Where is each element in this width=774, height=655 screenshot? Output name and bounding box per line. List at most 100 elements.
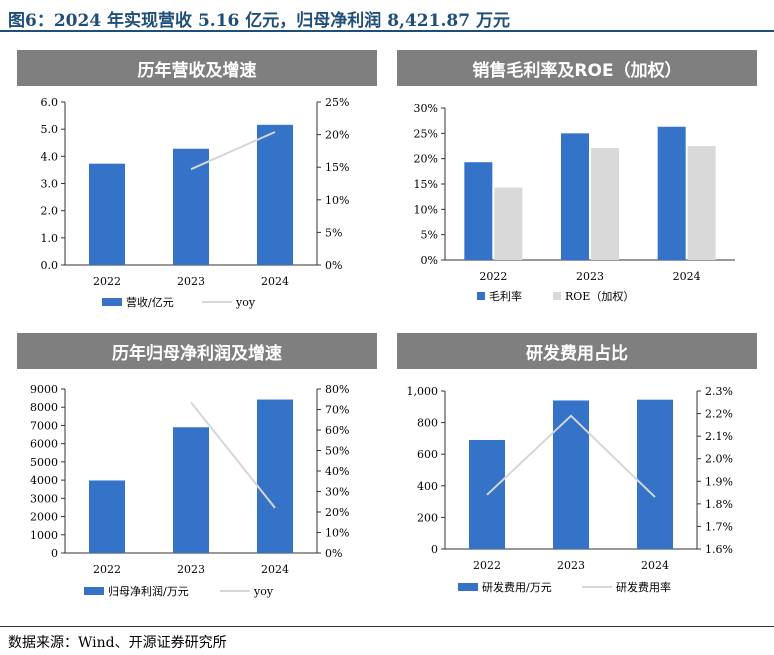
right-tick-label: 30% bbox=[325, 486, 349, 499]
left-tick-label: 8000 bbox=[30, 401, 58, 414]
left-tick-label: 1.0 bbox=[41, 232, 59, 245]
x-tick-label: 2023 bbox=[576, 270, 604, 283]
rnd-chart: 0 200 400 600 800 1,000 1.6% 1.7% 1.8% 1.9% 2.0% 2.… bbox=[407, 385, 733, 594]
figure-title: 图6：2024 年实现营收 5.16 亿元，归母净利润 8,421.87 万元 bbox=[8, 11, 510, 31]
legend-label: 研发费用率 bbox=[616, 580, 671, 594]
left-tick-label: 20% bbox=[414, 153, 438, 166]
right-tick-label: 80% bbox=[325, 383, 349, 396]
bar-margin-毛利率 bbox=[657, 126, 686, 260]
rnd-chart-panel: 研发费用占比 0 200 400 600 800 1,000 1.6% 1.7% 1.8% 1.9… bbox=[397, 333, 757, 623]
x-tick-label: 2023 bbox=[177, 563, 205, 576]
x-tick-label: 2023 bbox=[177, 275, 205, 288]
right-tick-label: 1.7% bbox=[705, 520, 733, 533]
revenue-chart: 0.0 1.0 2.0 3.0 4.0 5.0 6.0 0% 5% 10% 15% 20% 25% 202… bbox=[41, 96, 350, 309]
footer-rule bbox=[0, 626, 774, 627]
legend-swatch bbox=[553, 292, 561, 300]
legend-swatch bbox=[458, 583, 478, 591]
left-tick-label: 4000 bbox=[30, 474, 58, 487]
left-tick-label: 3000 bbox=[30, 492, 58, 505]
bar-revenue-营收/亿元 bbox=[173, 148, 209, 265]
right-tick-label: 10% bbox=[325, 194, 349, 207]
revenue-chart-panel: 历年营收及增速 0.0 1.0 2.0 3.0 4.0 5.0 6.0 0% 5% 10% 15% 2… bbox=[17, 50, 377, 320]
right-tick-label: 1.8% bbox=[705, 498, 733, 511]
legend-label: 毛利率 bbox=[489, 289, 522, 303]
bar-margin-ROE（加权） bbox=[591, 148, 619, 260]
x-tick-label: 2024 bbox=[641, 559, 669, 572]
left-tick-label: 3.0 bbox=[41, 178, 59, 191]
left-tick-label: 5000 bbox=[30, 456, 58, 469]
revenue-chart-title: 历年营收及增速 bbox=[17, 50, 377, 86]
margin-chart-title: 销售毛利率及ROE（加权） bbox=[397, 50, 757, 86]
x-tick-label: 2024 bbox=[261, 275, 289, 288]
line-netprofit-yoy bbox=[190, 401, 276, 509]
bar-margin-ROE（加权） bbox=[494, 187, 523, 260]
legend-label: 研发费用/万元 bbox=[482, 580, 552, 594]
right-tick-label: 2.0% bbox=[705, 453, 733, 466]
x-tick-label: 2022 bbox=[93, 275, 121, 288]
left-tick-label: 4.0 bbox=[41, 150, 59, 163]
x-tick-label: 2023 bbox=[557, 559, 585, 572]
left-tick-label: 6000 bbox=[30, 438, 58, 451]
rnd-chart-title: 研发费用占比 bbox=[397, 333, 757, 369]
left-tick-label: 5% bbox=[421, 229, 438, 242]
right-tick-label: 20% bbox=[325, 129, 349, 142]
left-tick-label: 600 bbox=[417, 448, 438, 461]
netprofit-chart-panel: 历年归母净利润及增速 0 1000 2000 3000 4000 5000 6000 7000… bbox=[17, 333, 377, 623]
source-note: 数据来源：Wind、开源证券研究所 bbox=[8, 635, 227, 651]
bar-margin-毛利率 bbox=[464, 162, 493, 260]
legend-label: ROE（加权） bbox=[565, 290, 634, 303]
left-tick-label: 0% bbox=[421, 254, 438, 267]
line-revenue-yoy bbox=[190, 131, 276, 171]
title-rule bbox=[0, 30, 774, 32]
left-tick-label: 10% bbox=[414, 203, 438, 216]
right-tick-label: 25% bbox=[325, 96, 349, 109]
bar-rnd-研发费用/万元 bbox=[553, 400, 589, 549]
bar-netprofit-归母净利润/万元 bbox=[173, 427, 209, 553]
legend-label: yoy bbox=[253, 585, 274, 598]
netprofit-chart-title: 历年归母净利润及增速 bbox=[17, 333, 377, 369]
left-tick-label: 30% bbox=[414, 102, 438, 115]
right-tick-label: 10% bbox=[325, 527, 349, 540]
right-tick-label: 2.3% bbox=[705, 385, 733, 398]
legend-label: 归母净利润/万元 bbox=[108, 584, 189, 598]
left-tick-label: 25% bbox=[414, 127, 438, 140]
margin-chart-panel: 销售毛利率及ROE（加权） 0% 5% 10% 15% 20% 25% 30% 2022 202… bbox=[397, 50, 757, 320]
left-tick-label: 7000 bbox=[30, 419, 58, 432]
bar-netprofit-归母净利润/万元 bbox=[257, 399, 293, 553]
bar-netprofit-归母净利润/万元 bbox=[89, 480, 125, 553]
legend-swatch bbox=[477, 292, 485, 300]
right-tick-label: 2.2% bbox=[705, 408, 733, 421]
right-tick-label: 0% bbox=[325, 547, 342, 560]
right-tick-label: 1.6% bbox=[705, 543, 733, 556]
netprofit-chart: 0 1000 2000 3000 4000 5000 6000 7000 8000 9000 0% 1… bbox=[30, 383, 349, 598]
bar-margin-毛利率 bbox=[561, 133, 589, 260]
left-tick-label: 800 bbox=[417, 417, 438, 430]
right-tick-label: 50% bbox=[325, 445, 349, 458]
right-tick-label: 15% bbox=[325, 161, 349, 174]
right-tick-label: 5% bbox=[325, 226, 342, 239]
legend-label: 营收/亿元 bbox=[126, 295, 174, 309]
legend-swatch bbox=[84, 587, 104, 595]
x-tick-label: 2024 bbox=[673, 270, 701, 283]
left-tick-label: 5.0 bbox=[41, 123, 59, 136]
left-tick-label: 0 bbox=[431, 543, 438, 556]
left-tick-label: 1000 bbox=[30, 529, 58, 542]
right-tick-label: 1.9% bbox=[705, 475, 733, 488]
left-tick-label: 1,000 bbox=[407, 385, 439, 398]
right-tick-label: 60% bbox=[325, 424, 349, 437]
left-tick-label: 6.0 bbox=[41, 96, 59, 109]
margin-chart: 0% 5% 10% 15% 20% 25% 30% 2022 2023 2024 毛利率 ROE（加权… bbox=[414, 102, 735, 303]
left-tick-label: 9000 bbox=[30, 383, 58, 396]
left-tick-label: 200 bbox=[417, 511, 438, 524]
bar-rnd-研发费用/万元 bbox=[637, 399, 673, 549]
left-tick-label: 0 bbox=[51, 547, 58, 560]
left-tick-label: 15% bbox=[414, 178, 438, 191]
legend-label: yoy bbox=[235, 296, 256, 309]
x-tick-label: 2022 bbox=[479, 270, 507, 283]
right-tick-label: 0% bbox=[325, 259, 342, 272]
right-tick-label: 70% bbox=[325, 404, 349, 417]
left-tick-label: 2.0 bbox=[41, 205, 59, 218]
x-tick-label: 2022 bbox=[473, 559, 501, 572]
left-tick-label: 400 bbox=[417, 480, 438, 493]
bar-margin-ROE（加权） bbox=[687, 146, 716, 260]
